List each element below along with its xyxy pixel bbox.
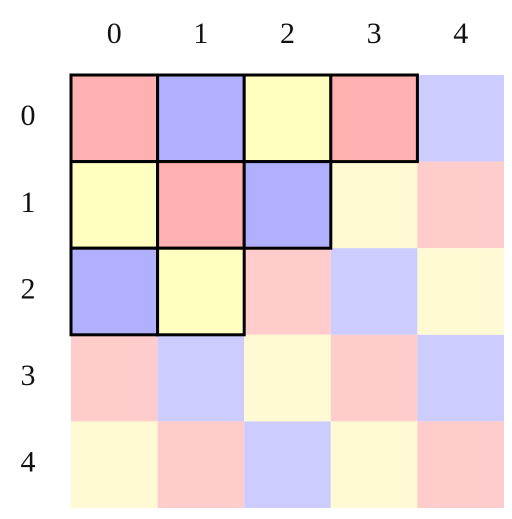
column-label: 2 bbox=[280, 17, 295, 50]
row-label: 1 bbox=[21, 186, 36, 219]
cell bbox=[330, 248, 418, 335]
cell bbox=[417, 161, 504, 249]
cell bbox=[71, 334, 158, 422]
highlighted-cell bbox=[69, 246, 160, 337]
cell bbox=[330, 161, 418, 249]
cell bbox=[157, 421, 245, 508]
cell bbox=[417, 421, 504, 508]
column-label: 4 bbox=[453, 17, 468, 50]
highlighted-cell bbox=[242, 160, 333, 250]
row-label: 0 bbox=[21, 99, 36, 132]
cell bbox=[244, 421, 331, 508]
column-label: 3 bbox=[367, 17, 382, 50]
highlighted-cell bbox=[69, 73, 160, 164]
row-label: 2 bbox=[21, 272, 36, 305]
highlighted-cell bbox=[156, 73, 246, 164]
cell bbox=[244, 334, 331, 422]
highlighted-cell bbox=[156, 246, 246, 337]
highlighted-cell bbox=[69, 160, 160, 250]
cell bbox=[244, 248, 331, 335]
row-label: 4 bbox=[21, 446, 36, 479]
highlighted-cell bbox=[329, 73, 419, 164]
cell bbox=[71, 421, 158, 508]
cell bbox=[417, 75, 504, 162]
column-label: 0 bbox=[107, 17, 122, 50]
cell bbox=[330, 421, 418, 508]
cell bbox=[157, 334, 245, 422]
cell bbox=[417, 248, 504, 335]
column-label: 1 bbox=[193, 17, 208, 50]
highlighted-cell bbox=[242, 73, 333, 164]
highlighted-cell bbox=[156, 160, 246, 250]
cell bbox=[330, 334, 418, 422]
row-label: 3 bbox=[21, 359, 36, 392]
cell bbox=[417, 334, 504, 422]
